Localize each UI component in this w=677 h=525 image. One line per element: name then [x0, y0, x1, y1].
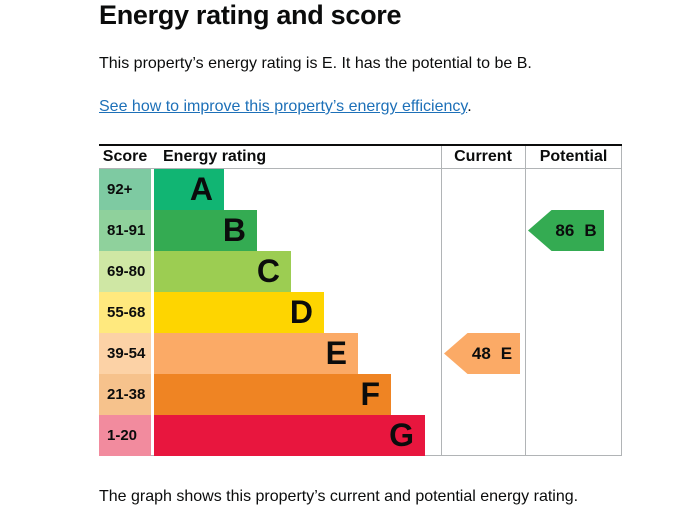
rating-rows: 92+ A 81-91 B 69-80 C 55-68 D 39-54 E 21: [99, 169, 425, 456]
page-title: Energy rating and score: [99, 0, 402, 30]
score-cell: 21-38: [99, 374, 151, 415]
epc-row: 69-80 C: [99, 251, 425, 292]
rating-band: C: [154, 251, 291, 292]
epc-row: 1-20 G: [99, 415, 425, 456]
epc-row: 92+ A: [99, 169, 425, 210]
epc-row: 39-54 E: [99, 333, 425, 374]
column-divider-potential: [525, 146, 526, 456]
graph-right-border: [621, 146, 622, 456]
improve-efficiency-link[interactable]: See how to improve this property’s energ…: [99, 98, 468, 115]
band-letter: B: [222, 212, 246, 248]
potential-score-value: 86: [555, 220, 575, 240]
energy-rating-page: Energy rating and score This property’s …: [99, 0, 622, 507]
current-band-letter: E: [500, 343, 513, 363]
band-letter: C: [256, 253, 280, 289]
graph-top-border: [99, 144, 622, 146]
band-letter: D: [289, 294, 313, 330]
rating-band: B: [154, 210, 257, 251]
current-rating-indicator: 48 E: [444, 333, 520, 374]
band-letter: E: [325, 335, 347, 371]
score-cell: 55-68: [99, 292, 151, 333]
header-divider: [99, 168, 622, 169]
link-period: .: [467, 98, 472, 115]
potential-band-letter: B: [584, 220, 597, 240]
score-cell: 81-91: [99, 210, 151, 251]
band-letter: G: [389, 417, 414, 453]
score-cell: 69-80: [99, 251, 151, 292]
improve-efficiency-link-line: See how to improve this property’s energ…: [99, 97, 622, 117]
band-letter: F: [360, 376, 380, 412]
graph-header-row: Score Energy rating Current Potential: [99, 146, 622, 168]
intro-text: This property’s energy rating is E. It h…: [99, 55, 532, 72]
epc-row: 81-91 B: [99, 210, 425, 251]
epc-row: 21-38 F: [99, 374, 425, 415]
column-header-current: Current: [454, 148, 512, 165]
rating-band: D: [154, 292, 324, 333]
epc-row: 55-68 D: [99, 292, 425, 333]
current-score-value: 48: [471, 343, 491, 363]
column-divider-current: [441, 146, 442, 456]
column-header-potential: Potential: [539, 148, 608, 165]
rating-band: E: [154, 333, 358, 374]
column-header-rating: Energy rating: [163, 148, 267, 165]
band-letter: A: [189, 171, 213, 207]
column-header-score: Score: [102, 148, 148, 165]
rating-band: A: [154, 169, 224, 210]
energy-rating-graph: Score Energy rating Current Potential 92…: [99, 144, 622, 456]
score-cell: 1-20: [99, 415, 151, 456]
score-cell: 92+: [99, 169, 151, 210]
score-cell: 39-54: [99, 333, 151, 374]
rating-band: G: [154, 415, 425, 456]
potential-rating-indicator: 86 B: [528, 210, 604, 251]
graph-caption: The graph shows this property’s current …: [99, 488, 579, 505]
rating-band: F: [154, 374, 391, 415]
